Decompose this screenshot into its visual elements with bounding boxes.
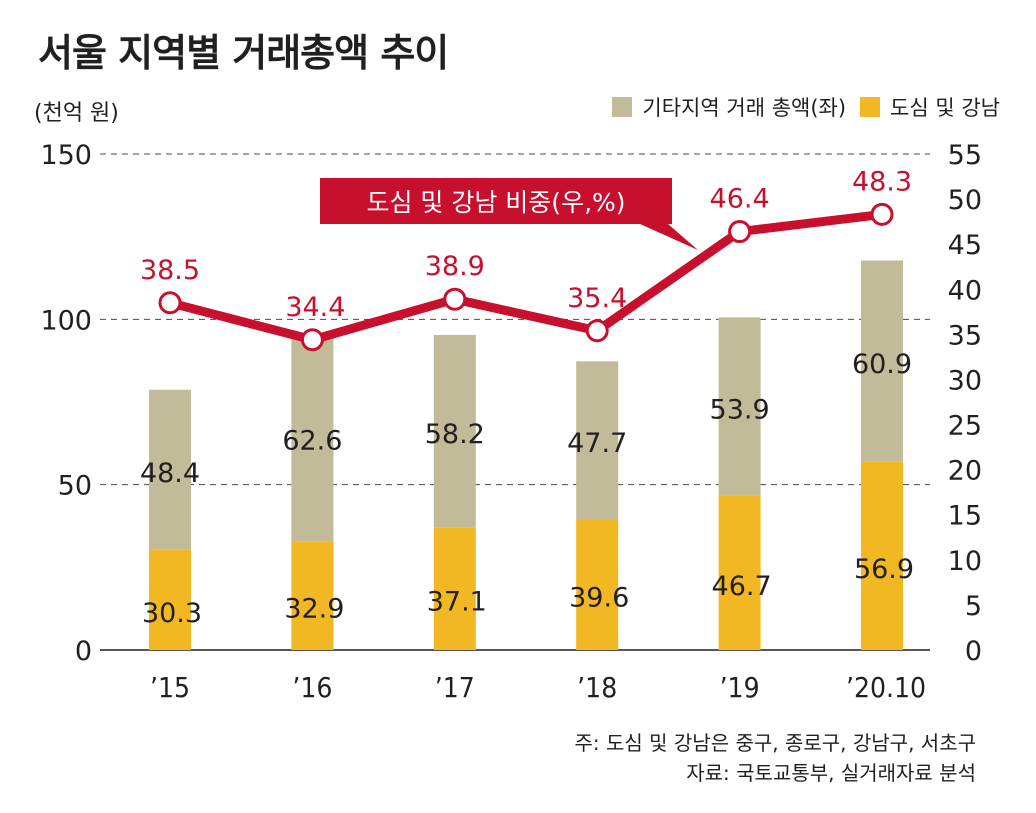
share-line-point bbox=[158, 291, 182, 315]
right-tick-label: 35 bbox=[948, 320, 982, 351]
right-tick-label: 15 bbox=[948, 501, 982, 532]
gridlines bbox=[100, 153, 930, 651]
right-tick-label: 20 bbox=[948, 456, 982, 487]
right-tick-label: 40 bbox=[948, 275, 982, 306]
bar-downtown-gangnam bbox=[718, 495, 761, 650]
share-line-label: 34.4 bbox=[285, 292, 345, 323]
right-tick-label: 30 bbox=[948, 365, 982, 396]
bar-label-downtown-gangnam: 56.9 bbox=[854, 554, 914, 585]
left-axis-unit-label: (천억 원) bbox=[34, 101, 119, 126]
bar-other-region bbox=[861, 260, 903, 462]
x-tick-label: ’16 bbox=[292, 671, 332, 704]
bar-downtown-gangnam bbox=[149, 549, 191, 650]
bar-downtown-gangnam bbox=[576, 519, 619, 650]
right-tick-label: 0 bbox=[965, 636, 982, 667]
bar-label-downtown-gangnam: 37.1 bbox=[427, 587, 487, 618]
share-line-point bbox=[300, 328, 324, 352]
legend: 기타지역 거래 총액(좌) 도심 및 강남 bbox=[598, 92, 1000, 122]
legend-swatch-downtown-gangnam bbox=[860, 97, 881, 117]
bar-downtown-gangnam bbox=[433, 527, 476, 650]
chart-title: 서울 지역별 거래총액 추이 bbox=[38, 31, 449, 75]
bar-label-other-region: 53.9 bbox=[710, 394, 770, 425]
x-tick-label: ’20.10 bbox=[846, 671, 926, 704]
share-line: 38.5 34.4 38.9 35.4 46.4 48.3 bbox=[140, 166, 912, 352]
callout-tail bbox=[640, 224, 698, 250]
bar-downtown-gangnam bbox=[291, 541, 334, 650]
share-line-point bbox=[728, 220, 752, 244]
share-line-path bbox=[168, 209, 883, 345]
bar-label-downtown-gangnam: 39.6 bbox=[569, 583, 629, 614]
legend-label-other-region: 기타지역 거래 총액(좌) bbox=[642, 96, 847, 120]
legend-label-downtown-gangnam: 도심 및 강남 bbox=[890, 96, 1000, 120]
bar-label-downtown-gangnam: 30.3 bbox=[142, 598, 202, 629]
left-tick-label: 150 bbox=[40, 140, 92, 171]
right-tick-label: 50 bbox=[948, 185, 982, 216]
share-line-label: 46.4 bbox=[710, 184, 770, 215]
share-line-label: 35.4 bbox=[567, 283, 627, 314]
bar-label-other-region: 58.2 bbox=[425, 419, 485, 450]
share-line-label: 38.9 bbox=[425, 251, 485, 282]
callout-box bbox=[320, 178, 672, 224]
bar-other-region bbox=[433, 334, 476, 528]
source-text: 자료: 국토교통부, 실거래자료 분석 bbox=[686, 761, 976, 785]
left-axis: 0 50 100 150 bbox=[40, 140, 92, 667]
callout-label: 도심 및 강남 비중(우,%) bbox=[366, 188, 625, 217]
x-tick-label: ’17 bbox=[435, 671, 475, 704]
bar-other-region bbox=[718, 317, 761, 496]
bar-downtown-gangnam bbox=[861, 461, 903, 650]
line-callout: 도심 및 강남 비중(우,%) bbox=[320, 178, 698, 250]
bar-other-region bbox=[149, 389, 191, 550]
bar-label-other-region: 47.7 bbox=[567, 428, 627, 459]
left-tick-label: 0 bbox=[75, 636, 92, 667]
x-tick-label: ’15 bbox=[150, 671, 190, 704]
share-line-point bbox=[443, 287, 467, 311]
x-tick-label: ’19 bbox=[720, 671, 760, 704]
share-line-point bbox=[585, 319, 609, 343]
right-tick-label: 55 bbox=[948, 140, 982, 171]
right-tick-label: 45 bbox=[948, 230, 982, 261]
left-tick-label: 100 bbox=[40, 305, 92, 336]
share-line-point bbox=[870, 202, 894, 226]
bar-label-downtown-gangnam: 46.7 bbox=[712, 571, 772, 602]
footnotes: 주: 도심 및 강남은 중구, 종로구, 강남구, 서초구 자료: 국토교통부,… bbox=[574, 728, 976, 788]
x-tick-label: ’18 bbox=[577, 671, 617, 704]
bar-other-region bbox=[576, 361, 619, 520]
bar-label-other-region: 48.4 bbox=[140, 458, 200, 489]
legend-swatch-other-region bbox=[612, 97, 633, 117]
bars: 30.3 48.4 32.9 62.6 37.1 58.2 39.6 47.7 46.7 53.9… bbox=[140, 260, 914, 650]
right-tick-label: 10 bbox=[948, 546, 982, 577]
left-tick-label: 50 bbox=[58, 471, 92, 502]
bar-other-region bbox=[291, 334, 334, 542]
note-text: 주: 도심 및 강남은 중구, 종로구, 강남구, 서초구 bbox=[574, 731, 976, 755]
bar-label-other-region: 62.6 bbox=[282, 426, 342, 457]
bar-label-downtown-gangnam: 32.9 bbox=[284, 594, 344, 625]
bar-label-other-region: 60.9 bbox=[852, 349, 912, 380]
legend-item-other-region: 기타지역 거래 총액(좌) bbox=[612, 92, 846, 122]
right-tick-label: 25 bbox=[948, 411, 982, 442]
right-tick-label: 5 bbox=[965, 591, 982, 622]
x-axis: ’15 ’16 ’17 ’18 ’19 ’20.10 bbox=[150, 671, 926, 704]
share-line-label: 48.3 bbox=[852, 166, 912, 197]
share-line-label: 38.5 bbox=[140, 255, 200, 286]
legend-item-downtown-gangnam: 도심 및 강남 bbox=[860, 92, 1000, 122]
right-axis: 0 5 10 15 20 25 30 35 40 45 50 55 bbox=[948, 140, 982, 667]
